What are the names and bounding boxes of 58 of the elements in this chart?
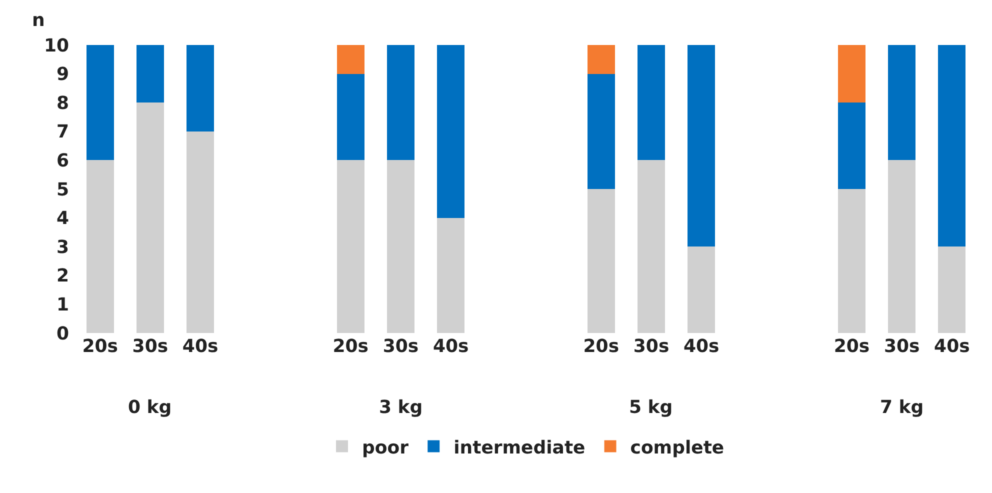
bar — [186, 45, 214, 132]
bar — [386, 45, 415, 160]
bar — [888, 160, 916, 333]
y-tick-label: 6 — [56, 150, 69, 172]
y-axis-title: n — [32, 10, 45, 31]
x-tick-label: 30s — [633, 336, 670, 357]
y-tick-label: 3 — [56, 236, 69, 258]
legend-label: intermediate — [454, 437, 586, 458]
bar — [336, 45, 364, 74]
bar — [938, 45, 966, 247]
x-tick-label: 40s — [934, 336, 970, 357]
y-tick-label: 1 — [56, 294, 69, 316]
y-tick-label: 5 — [56, 179, 69, 200]
bar — [86, 45, 114, 160]
x-tick-label: 40s — [683, 336, 720, 357]
y-tick-label: 4 — [56, 208, 69, 230]
bar — [888, 45, 916, 160]
y-tick-label: 0 — [56, 323, 69, 344]
bar — [186, 131, 214, 333]
x-tick-label: 20s — [332, 336, 369, 357]
x-tick-label: 30s — [884, 336, 920, 357]
legend-label: complete — [630, 437, 724, 458]
bar — [86, 160, 114, 333]
bar — [838, 102, 866, 189]
bar — [336, 74, 364, 160]
x-tick-label: 20s — [583, 336, 620, 357]
bar — [587, 189, 615, 333]
x-tick-label: 40s — [432, 336, 469, 357]
bar — [938, 246, 966, 333]
bar — [838, 45, 866, 103]
bar — [688, 45, 716, 247]
text: 5 kg — [629, 397, 673, 418]
bar — [336, 160, 364, 333]
bar — [838, 189, 866, 333]
bar — [587, 45, 615, 74]
y-tick-label: 10 — [44, 35, 69, 56]
y-tick-label: 2 — [56, 266, 69, 287]
bar — [637, 160, 666, 333]
y-tick-label: 7 — [56, 122, 69, 143]
y-tick-label: 8 — [56, 92, 69, 114]
y-tick-label: 9 — [56, 64, 69, 86]
bar — [688, 246, 716, 333]
legend-label: poor — [362, 437, 409, 458]
bar — [637, 45, 666, 160]
bar — [136, 45, 164, 103]
bar — [587, 74, 615, 189]
text: 0 kg — [128, 397, 172, 418]
bar — [386, 160, 415, 333]
x-tick-label: 30s — [382, 336, 419, 357]
x-tick-label: 20s — [82, 336, 118, 357]
bar — [437, 45, 465, 218]
x-tick-label: 30s — [132, 336, 168, 357]
text: 3 kg — [379, 397, 423, 418]
x-tick-label: 40s — [182, 336, 218, 357]
bar — [437, 218, 465, 333]
bar — [136, 102, 164, 333]
x-tick-label: 20s — [834, 336, 870, 357]
text: 7 kg — [880, 397, 924, 418]
